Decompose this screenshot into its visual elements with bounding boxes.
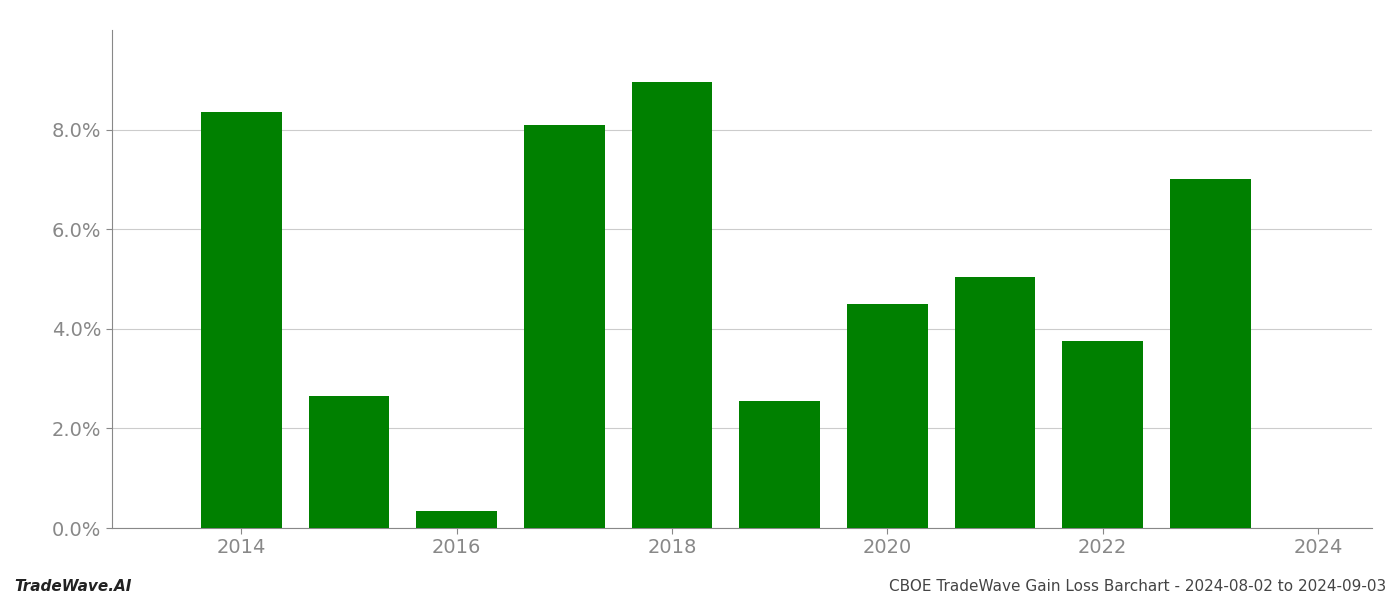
Bar — [955, 277, 1036, 528]
Bar — [524, 125, 605, 528]
Text: TradeWave.AI: TradeWave.AI — [14, 579, 132, 594]
Bar — [847, 304, 928, 528]
Bar — [1170, 179, 1250, 528]
Bar — [416, 511, 497, 528]
Bar — [739, 401, 820, 528]
Text: CBOE TradeWave Gain Loss Barchart - 2024-08-02 to 2024-09-03: CBOE TradeWave Gain Loss Barchart - 2024… — [889, 579, 1386, 594]
Bar — [1063, 341, 1144, 528]
Bar — [200, 112, 281, 528]
Bar — [308, 396, 389, 528]
Bar — [631, 82, 713, 528]
